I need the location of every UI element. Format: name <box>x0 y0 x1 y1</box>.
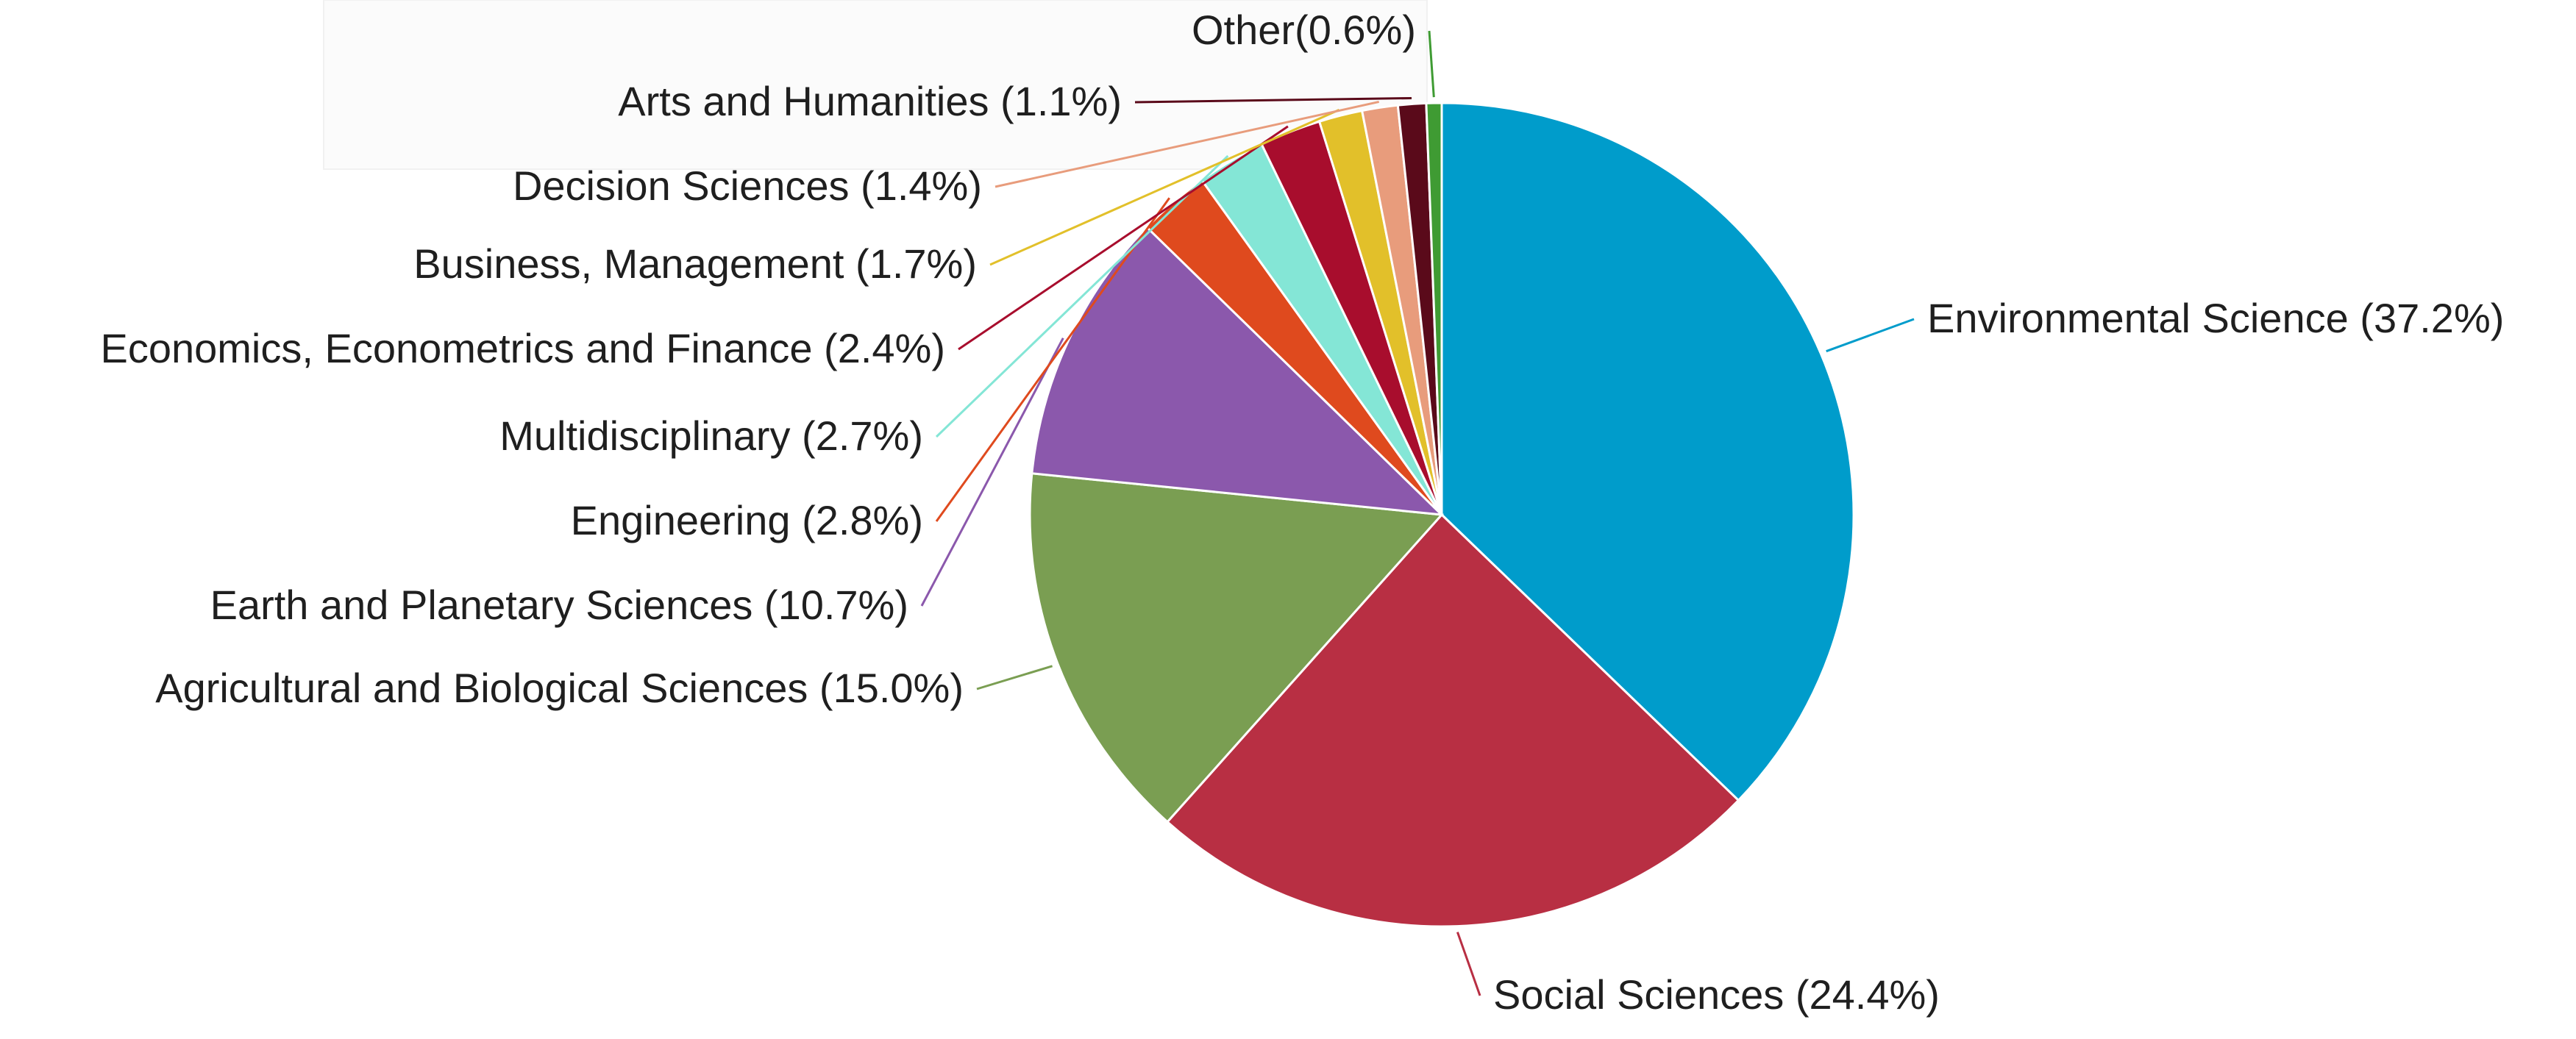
pie-slice <box>1031 225 1445 516</box>
slice-label: Arts and Humanities (1.1%) <box>618 78 1122 124</box>
leader-line <box>1428 30 1435 98</box>
leader-lines <box>920 30 1915 996</box>
slice-label: Economics, Econometrics and Finance (2.4… <box>101 325 946 371</box>
leader-line <box>1826 318 1915 353</box>
leader-line <box>935 154 1229 438</box>
pie-slice <box>1028 472 1445 824</box>
leader-line <box>920 338 1064 607</box>
leader-line <box>958 125 1289 351</box>
slice-label: Other(0.6%) <box>1192 7 1416 53</box>
slice-label: Business, Management (1.7%) <box>413 240 977 287</box>
leader-line <box>976 665 1053 690</box>
leader-line <box>1134 96 1412 104</box>
leader-line <box>995 100 1379 188</box>
slice-label: Social Sciences (24.4%) <box>1493 971 1940 1018</box>
leader-line <box>989 109 1340 266</box>
leader-line <box>1456 932 1481 996</box>
slice-label: Multidisciplinary (2.7%) <box>499 413 923 459</box>
slice-label: Agricultural and Biological Sciences (15… <box>155 665 964 711</box>
leader-line <box>935 197 1170 522</box>
slice-label: Earth and Planetary Sciences (10.7%) <box>210 582 908 628</box>
slice-label: Environmental Science (37.2%) <box>1927 295 2504 341</box>
pie-slices <box>1028 101 1855 928</box>
pie-slice <box>1165 513 1740 928</box>
pie-slice <box>1440 101 1855 802</box>
slice-label: Decision Sciences (1.4%) <box>513 163 982 209</box>
slice-label: Engineering (2.8%) <box>571 497 923 543</box>
faded-overlay-panel <box>323 0 1428 170</box>
slice-labels: Environmental Science (37.2%) Social Scie… <box>101 7 2505 1018</box>
pie-slice <box>1425 101 1443 515</box>
